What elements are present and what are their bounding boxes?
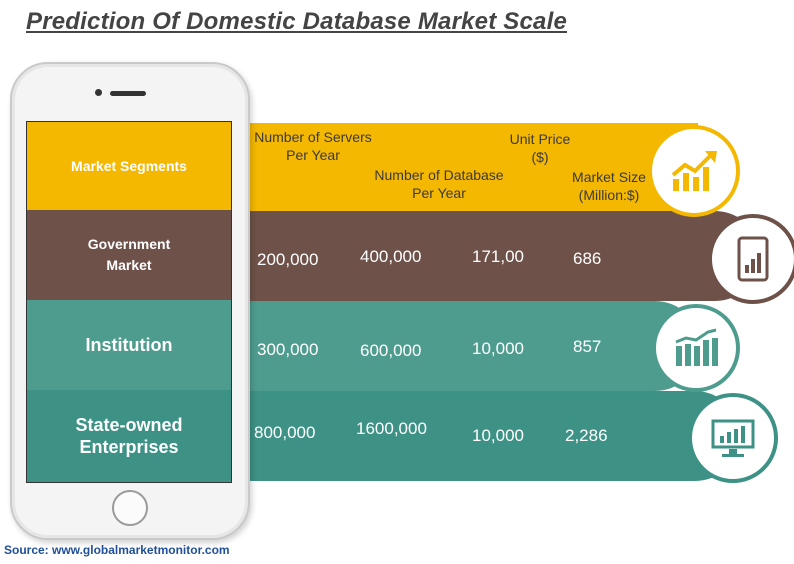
cell-price: 10,000 <box>472 339 524 358</box>
cell-price: 171,00 <box>472 247 524 266</box>
header-servers: Number of Servers Per Year <box>254 129 372 163</box>
phone-speaker <box>110 91 146 96</box>
tablet-chart-icon <box>708 214 794 304</box>
bar-chart-icon <box>652 304 740 392</box>
page-title: Prediction Of Domestic Database Market S… <box>26 8 567 35</box>
header-size: Market Size (Million:$) <box>572 169 646 203</box>
header-price: Unit Price ($) <box>509 131 571 165</box>
cell-database: 400,000 <box>360 247 422 266</box>
cell-size: 857 <box>573 337 602 356</box>
header-database: Number of Database Per Year <box>374 167 504 201</box>
cell-size: 686 <box>573 249 602 268</box>
cell-servers: 800,000 <box>254 423 316 442</box>
growth-chart-icon <box>648 125 740 217</box>
segment-state-owned: State-owned Enterprises <box>27 390 231 482</box>
cell-size: 2,286 <box>565 426 608 445</box>
phone-screen: Market Segments Government Market Instit… <box>26 121 232 483</box>
segment-header: Market Segments <box>27 122 231 210</box>
segment-label: Government Market <box>87 236 171 273</box>
source-note: Source: www.globalmarketmonitor.com <box>4 543 230 557</box>
row-band-institution <box>240 301 700 391</box>
cell-servers: 300,000 <box>257 340 319 359</box>
cell-price: 10,000 <box>472 426 524 445</box>
segment-label: State-owned Enterprises <box>75 415 183 457</box>
header-band <box>240 123 698 211</box>
segment-institution: Institution <box>27 300 231 390</box>
segment-government: Government Market <box>27 210 231 300</box>
row-band-government <box>240 211 760 301</box>
cell-database: 1600,000 <box>356 419 427 438</box>
monitor-chart-icon <box>688 393 778 483</box>
phone-home-button <box>112 490 148 526</box>
row-band-state-owned <box>240 391 740 481</box>
cell-database: 600,000 <box>360 341 422 360</box>
cell-servers: 200,000 <box>257 250 319 269</box>
phone-camera <box>95 89 102 96</box>
